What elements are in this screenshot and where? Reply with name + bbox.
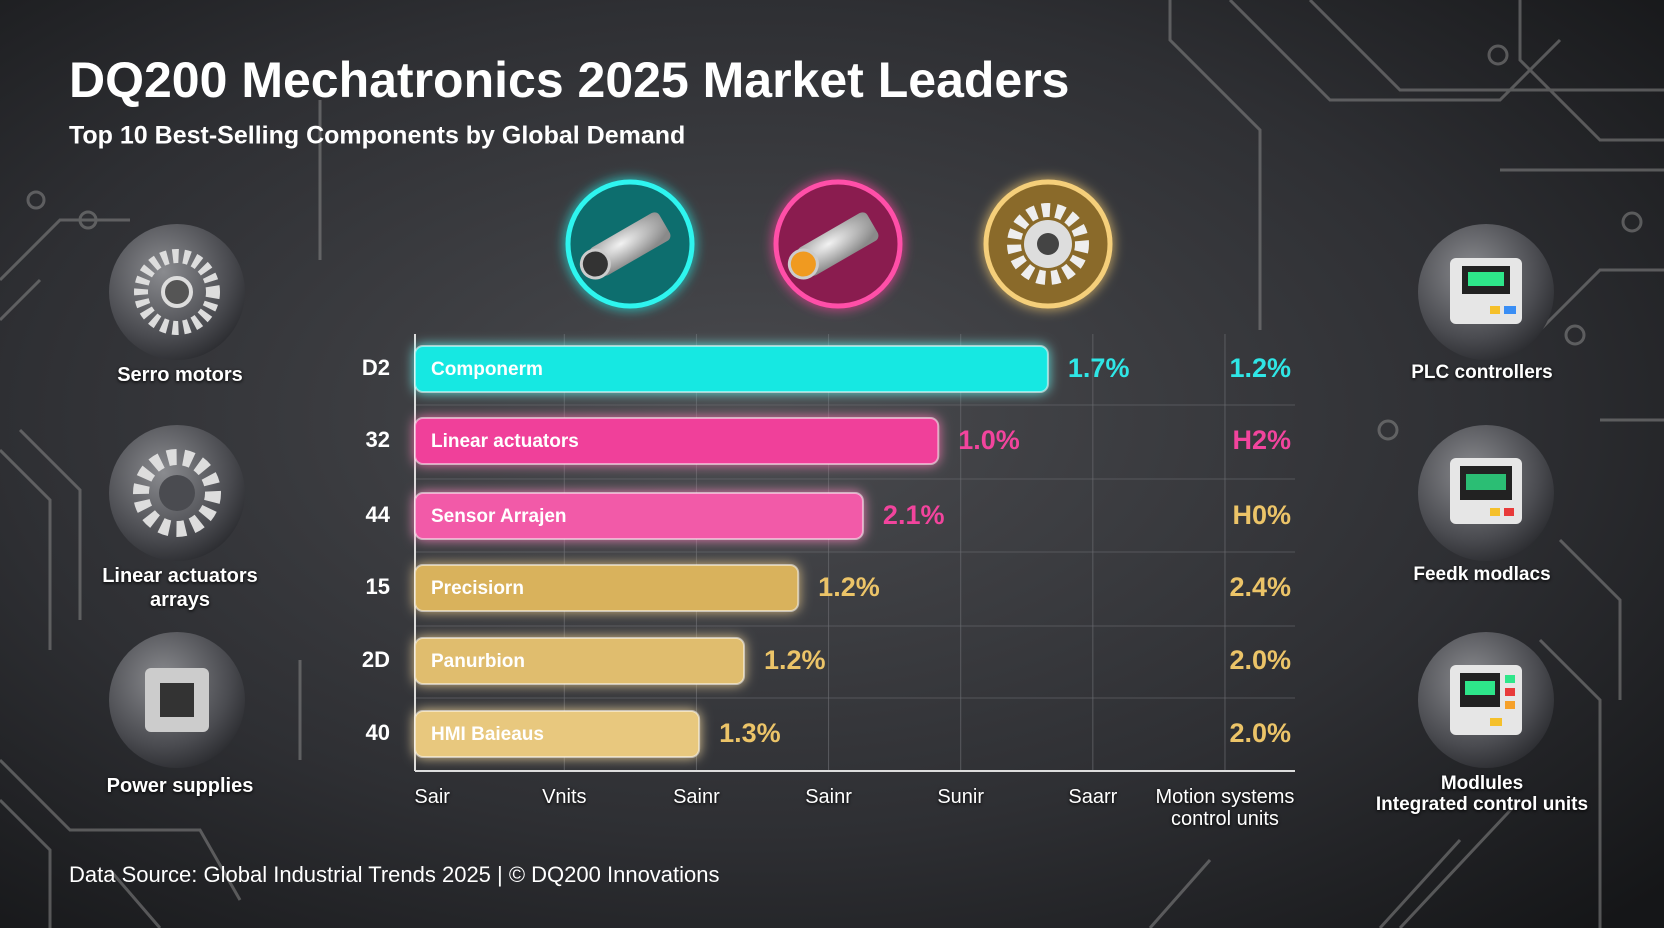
side-label-box: PLC controllers (1411, 363, 1553, 383)
side-label: PLC controllers (1411, 363, 1553, 383)
bar (414, 637, 746, 685)
bar (414, 345, 1049, 393)
x-tick-label-box: Vnits (542, 786, 587, 808)
x-tick-label: Sair (414, 786, 450, 808)
bar-label: Sensor Arrajen (431, 506, 567, 527)
side-icons (109, 224, 1554, 768)
bar (414, 710, 701, 758)
rank-label: D2 (362, 355, 390, 380)
side-label: Feedk modlacs (1413, 565, 1551, 585)
x-tick-label: Sainr (805, 786, 852, 808)
growth-label: 2.0% (1229, 718, 1291, 748)
side-label: Serro motors (117, 364, 243, 386)
share-label: 1.3% (719, 718, 781, 748)
share-label: 1.7% (1068, 353, 1130, 383)
rank-label: 44 (366, 502, 391, 527)
x-tick-label: Motion systems control units (1155, 786, 1295, 830)
rank-label: 40 (366, 720, 390, 745)
side-label: Power supplies (106, 775, 254, 797)
bar-label: Linear actuators (431, 431, 579, 452)
bar-label: Precisiorn (431, 578, 524, 599)
growth-label: H0% (1232, 500, 1291, 530)
share-label: 1.2% (764, 645, 826, 675)
rank-label: 15 (366, 574, 390, 599)
rank-label: 2D (362, 647, 390, 672)
x-tick-label: Vnits (542, 786, 587, 808)
title: DQ200 Mechatronics 2025 Market Leaders (69, 52, 1070, 108)
growth-label: 2.4% (1229, 572, 1291, 602)
x-tick-label-box: Sair (414, 786, 450, 808)
rank-label: 32 (366, 427, 390, 452)
growth-label: 1.2% (1229, 353, 1291, 383)
x-tick-label-box: Motion systems control units (1155, 786, 1295, 830)
bar (414, 492, 864, 540)
share-label: 1.0% (958, 425, 1020, 455)
side-label-box: Power supplies (106, 775, 254, 797)
bar (414, 564, 800, 612)
bar (414, 417, 940, 465)
x-tick-label-box: Sainr (805, 786, 852, 808)
x-tick-label: Sainr (673, 786, 720, 808)
x-tick-label-box: Sunir (937, 786, 985, 808)
growth-label: 2.0% (1229, 645, 1291, 675)
x-tick-label: Saarr (1068, 786, 1118, 808)
growth-label: H2% (1232, 425, 1291, 455)
subtitle: Top 10 Best-Selling Components by Global… (69, 122, 685, 150)
x-tick-label-box: Saarr (1068, 786, 1118, 808)
x-tick-label: Sunir (937, 786, 985, 808)
side-label-box: Feedk modlacs (1413, 565, 1551, 585)
side-label: Linear actuators arrays (102, 565, 258, 611)
share-label: 2.1% (883, 500, 945, 530)
bar-label: HMI Baieaus (431, 724, 544, 745)
x-tick-label-box: Sainr (673, 786, 720, 808)
bar-label: Panurbion (431, 651, 525, 672)
footer-source: Data Source: Global Industrial Trends 20… (69, 862, 720, 887)
side-label-box: Modlules Integrated control units (1375, 774, 1589, 815)
side-label-box: Linear actuators arrays (102, 565, 258, 611)
bar-label: Componerm (431, 359, 543, 380)
side-label: Modlules Integrated control units (1375, 774, 1589, 815)
side-label-box: Serro motors (117, 364, 243, 386)
share-label: 1.2% (818, 572, 880, 602)
top-icons (565, 179, 1113, 309)
